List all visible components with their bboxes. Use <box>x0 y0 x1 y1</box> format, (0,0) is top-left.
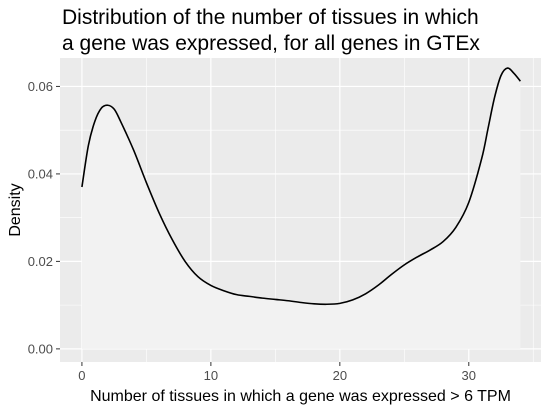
x-tick-label: 20 <box>333 368 347 383</box>
y-axis-ticks: 0.00 0.02 0.04 0.06 <box>28 79 60 356</box>
y-axis-title: Density <box>7 183 24 236</box>
density-line <box>81 67 521 306</box>
x-axis-title: Number of tissues in which a gene was ex… <box>90 388 511 405</box>
density-area <box>81 68 521 349</box>
x-tick-label: 10 <box>204 368 218 383</box>
x-tick-label: 30 <box>462 368 476 383</box>
chart-title-line-2: a gene was expressed, for all genes in G… <box>62 32 480 55</box>
y-tick-label: 0.02 <box>28 254 53 269</box>
y-tick-label: 0.00 <box>28 341 53 356</box>
x-tick-label: 0 <box>78 368 85 383</box>
y-tick-label: 0.04 <box>28 166 53 181</box>
chart-title: Distribution of the number of tissues in… <box>62 5 480 57</box>
y-tick-label: 0.06 <box>28 79 53 94</box>
chart-title-line-1: Distribution of the number of tissues in… <box>62 6 479 29</box>
x-axis-ticks: 0 10 20 30 <box>78 362 476 383</box>
